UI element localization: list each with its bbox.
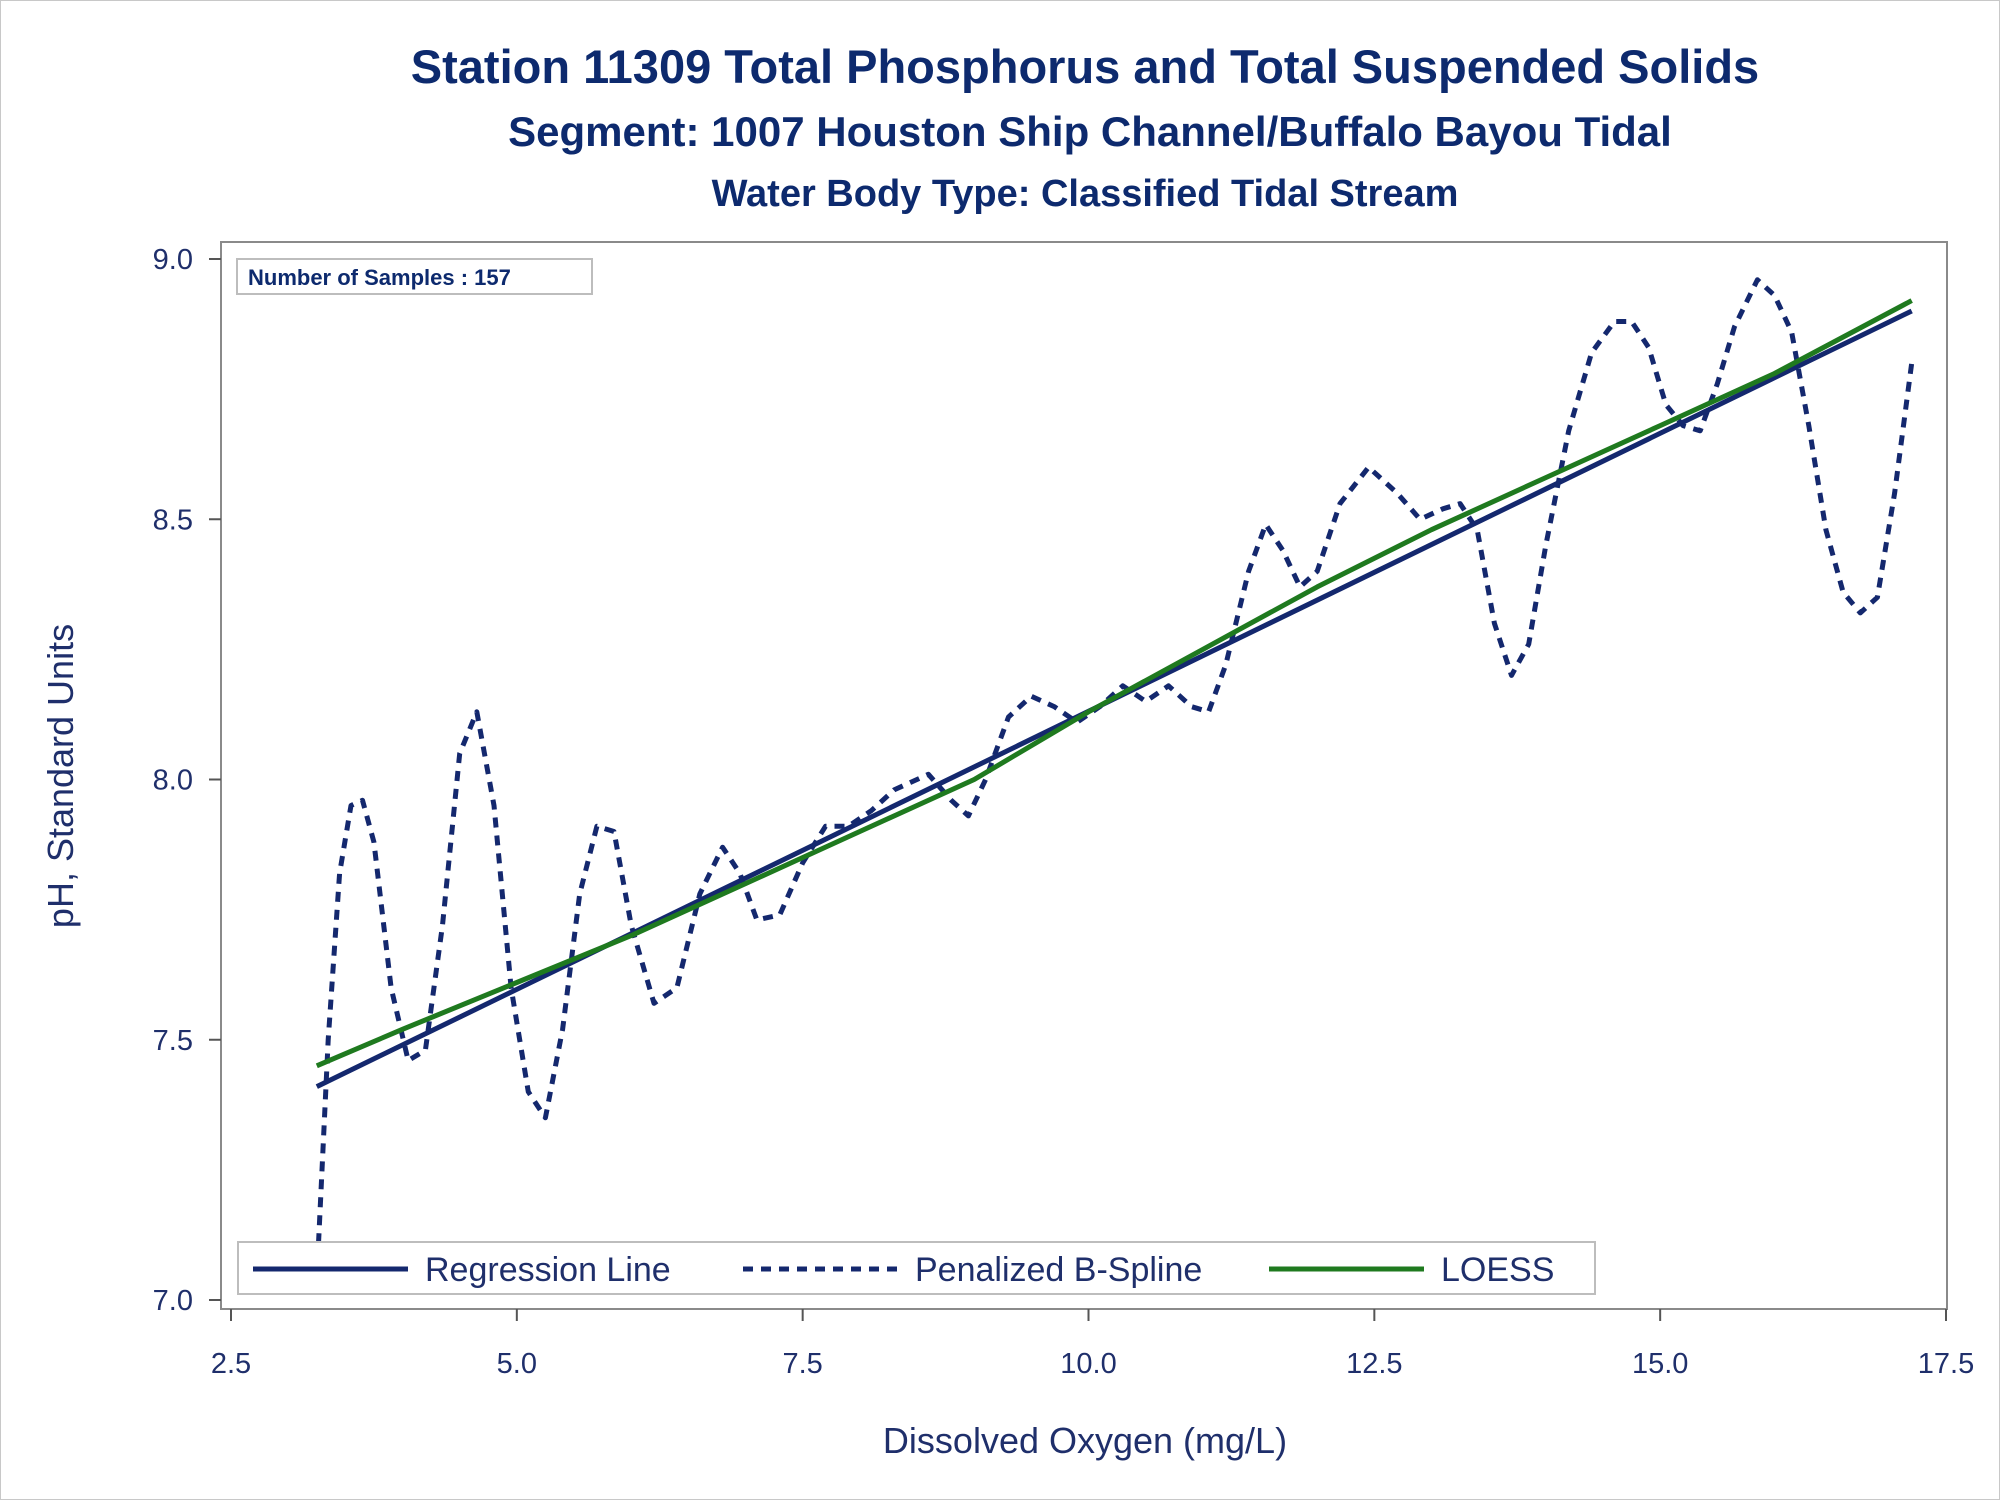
inset-sample-count: Number of Samples : 157 [248, 265, 511, 290]
series-penalized-b-spline-line [314, 277, 1915, 1280]
chart-subtitle-2: Water Body Type: Classified Tidal Stream [712, 173, 1459, 215]
y-tick-label: 9.0 [153, 244, 193, 276]
x-tick-label: 17.5 [1918, 1348, 1974, 1380]
legend: Regression Line Penalized B-Spline LOESS [253, 1251, 1554, 1289]
x-tick-label: 12.5 [1346, 1348, 1402, 1380]
x-tick-label: 15.0 [1632, 1348, 1688, 1380]
inset-box [236, 258, 593, 295]
chart-title: Station 11309 Total Phosphorus and Total… [411, 40, 1759, 93]
y-tick-label: 8.0 [153, 765, 193, 797]
x-tick-label: 2.5 [211, 1348, 251, 1380]
legend-label: Penalized B-Spline [915, 1251, 1202, 1289]
legend-label: LOESS [1441, 1251, 1554, 1289]
plot-area [220, 241, 1948, 1310]
x-axis-label: Dissolved Oxygen (mg/L) [883, 1420, 1287, 1461]
y-axis: 7.0 7.5 8.0 8.5 9.0 [153, 244, 221, 1317]
y-tick-label: 7.5 [153, 1025, 193, 1057]
x-axis: 2.5 5.0 7.5 10.0 12.5 15.0 17.5 [211, 1309, 1974, 1380]
x-tick-label: 7.5 [783, 1348, 823, 1380]
y-axis-label: pH, Standard Units [40, 624, 81, 928]
chart-subtitle: Segment: 1007 Houston Ship Channel/Buffa… [508, 108, 1672, 155]
y-tick-label: 7.0 [153, 1285, 193, 1317]
x-tick-label: 10.0 [1060, 1348, 1116, 1380]
x-tick-label: 5.0 [497, 1348, 537, 1380]
legend-label: Regression Line [425, 1251, 671, 1289]
series-loess-line [315, 298, 1913, 1069]
series-group [314, 277, 1915, 1280]
y-tick-label: 8.5 [153, 504, 193, 536]
